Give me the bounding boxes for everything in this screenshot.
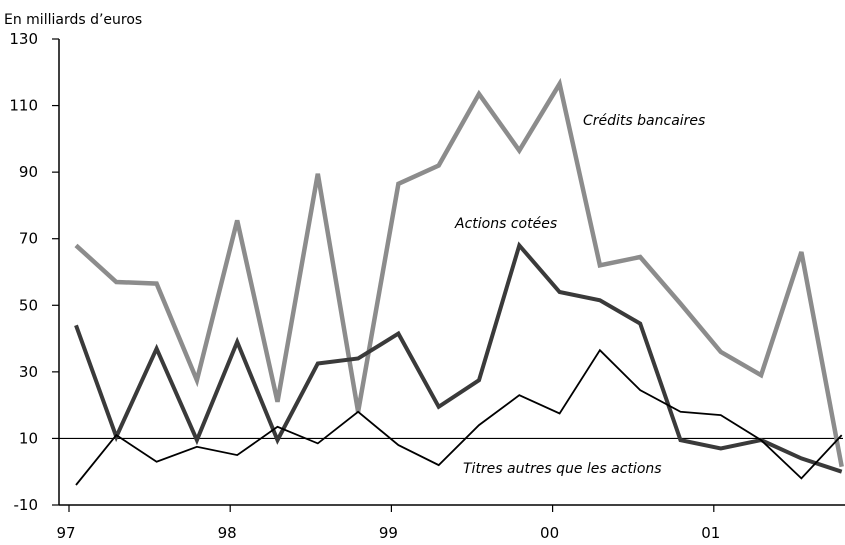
x-tick-label: 97 bbox=[56, 524, 75, 542]
y-tick-label: 50 bbox=[19, 296, 38, 314]
x-tick-label: 01 bbox=[701, 524, 720, 542]
annotation-titres-autres: Titres autres que les actions bbox=[463, 461, 662, 477]
series-line-1 bbox=[74, 77, 844, 468]
annotation-credits-bancaires: Crédits bancaires bbox=[583, 113, 705, 129]
x-axis-ticks: 97 98 99 00 01 bbox=[56, 505, 720, 542]
series-lines bbox=[74, 77, 844, 486]
x-tick-label: 98 bbox=[218, 524, 237, 542]
annotation-actions-cotees: Actions cotées bbox=[454, 216, 557, 232]
y-tick-label: 30 bbox=[19, 363, 38, 381]
y-tick-label: -10 bbox=[14, 496, 39, 514]
y-tick-label: 70 bbox=[19, 230, 38, 248]
x-tick-label: 00 bbox=[540, 524, 559, 542]
y-axis-ticks: -10 10 30 50 70 90 110 130 bbox=[9, 30, 59, 514]
x-tick-label: 99 bbox=[379, 524, 398, 542]
y-tick-label: 130 bbox=[9, 30, 38, 48]
y-tick-label: 110 bbox=[9, 97, 38, 115]
series-line-2 bbox=[74, 241, 843, 474]
y-tick-label: 90 bbox=[19, 163, 38, 181]
y-axis-unit-label: En milliards d’euros bbox=[4, 12, 142, 28]
y-tick-label: 10 bbox=[19, 429, 38, 447]
series-line-3 bbox=[75, 348, 843, 486]
